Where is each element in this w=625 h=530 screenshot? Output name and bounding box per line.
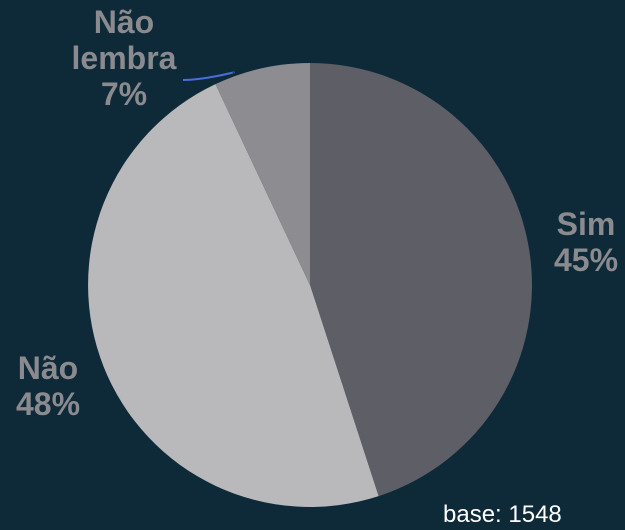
- slice-name-sim: Sim: [556, 206, 616, 242]
- slice-label-nao-lembra: Não lembra 7%: [56, 4, 192, 112]
- pie-slice-sim: [310, 63, 532, 497]
- pie-slice-nao: [88, 84, 379, 507]
- slice-percent-nao-lembra: 7%: [100, 76, 148, 112]
- slice-label-sim: Sim 45%: [546, 206, 625, 278]
- slice-percent-nao: 48%: [15, 386, 81, 422]
- pie-slice-nao-lembra: [215, 63, 310, 285]
- slice-name-nao-lembra-line1: Não: [93, 4, 155, 40]
- slice-label-nao: Não 48%: [8, 350, 88, 422]
- slice-name-nao: Não: [17, 350, 79, 386]
- slice-percent-sim: 45%: [553, 242, 619, 278]
- base-note: base: 1548: [443, 501, 562, 528]
- slice-name-nao-lembra-line2: lembra: [71, 40, 177, 76]
